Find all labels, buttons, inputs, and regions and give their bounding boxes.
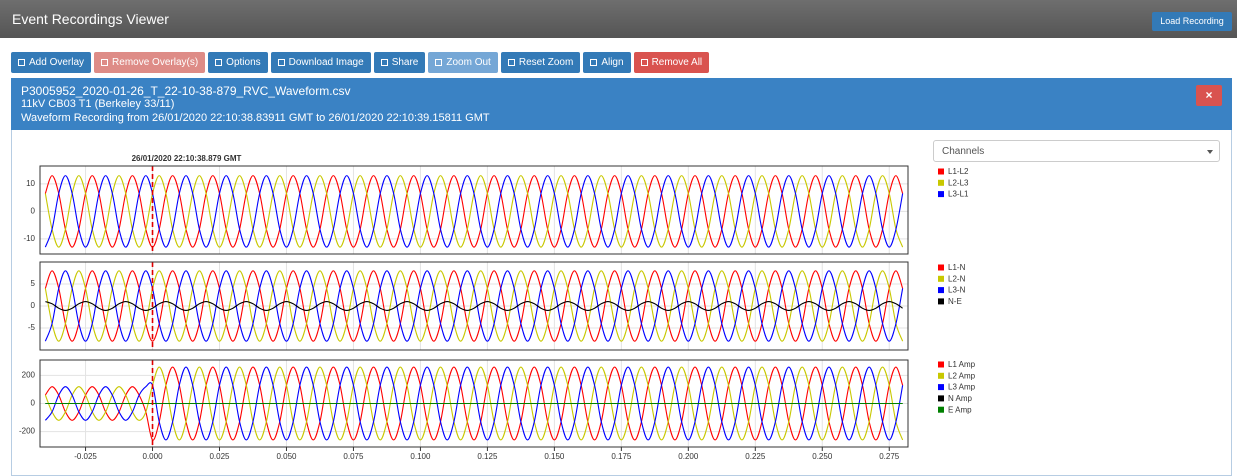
legend-label: L1-N [948,263,966,272]
app-title: Event Recordings Viewer [12,11,169,27]
x-tick-label: 0.250 [812,452,833,461]
y-tick-label: 5 [31,279,36,288]
y-tick-label: -10 [23,234,35,243]
icon [215,59,223,66]
legend-label: L2-N [948,274,966,283]
legend-swatch [938,406,944,413]
y-tick-label: 200 [22,371,36,380]
legend-label: L2 Amp [948,371,976,380]
button-label: Options [226,57,261,68]
icon [380,59,388,66]
legend-swatch [938,275,944,282]
icon [507,59,515,66]
series-line [44,175,904,248]
caret [1207,150,1213,154]
toolbar-button[interactable]: Align [583,52,631,73]
button-label: Remove All [651,57,703,68]
icon [277,59,285,66]
legend-label: E Amp [948,405,972,414]
header: Event Recordings Viewer Load Recording [0,0,1237,38]
legend-label: L1-L2 [948,167,969,176]
toolbar-button[interactable]: Reset Zoom [500,52,581,73]
x-tick-label: 0.225 [745,452,766,461]
legend-swatch [938,395,944,402]
x-tick-label: 0.275 [879,452,900,461]
close-button[interactable]: × [1196,85,1222,106]
channels-label: Channels [942,146,985,157]
button-label: Add Overlay [29,57,85,68]
legend-swatch [938,361,944,368]
plot-frame [39,261,909,351]
legend-swatch [938,191,944,198]
button-label: Align [601,57,624,68]
toolbar-button[interactable]: Remove Overlay(s) [94,52,206,73]
series-line [44,270,904,342]
x-tick-label: 0.200 [678,452,699,461]
icon [18,59,25,66]
series-line [44,366,904,441]
toolbar-button[interactable]: Options [208,52,268,73]
x-tick-label: 0.125 [477,452,498,461]
legend-swatch [938,372,944,379]
series-line [44,175,904,248]
legend-swatch [938,298,944,305]
series-line [45,301,903,311]
icon [435,59,443,66]
legend-label: L1 Amp [948,360,976,369]
recording-header: P3005952_2020-01-26_T_22-10-38-879_RVC_W… [11,78,1232,130]
legend-swatch [938,384,944,391]
legend-label: L2-L3 [948,178,969,187]
series-line [44,270,904,342]
x-tick-label: 0.050 [276,452,297,461]
y-tick-label: 0 [31,301,36,310]
toolbar-button[interactable]: Download Image [270,52,371,73]
x-tick-label: 0.150 [544,452,565,461]
legend-label: L3-L1 [948,190,969,199]
x-tick-label: 0.025 [209,452,230,461]
legend-swatch [938,168,944,175]
icon [640,59,648,66]
button-label: Remove Overlay(s) [112,57,199,68]
y-tick-label: 10 [26,179,35,188]
charts: -10 0 10 L1-L2 L2-L3 L3-L1 26/01/2020 22:10:38… [19,154,976,461]
y-tick-label: -5 [28,323,36,332]
toolbar-button[interactable]: Share [373,52,426,73]
filename: P3005952_2020-01-26_T_22-10-38-879_RVC_W… [21,84,351,98]
legend-label: L3-N [948,286,966,295]
legend-swatch [938,264,944,271]
load-recording-button[interactable]: Load Recording [1152,12,1232,31]
x-tick-label: 0.175 [611,452,632,461]
button-label: Share [391,57,419,68]
legend-swatch [938,179,944,186]
toolbar-button[interactable]: Remove All [633,52,710,73]
legend-swatch [938,287,944,294]
event-annotation: 26/01/2020 22:10:38.879 GMT [132,154,242,163]
x-tick-label: 0.075 [343,452,364,461]
button-label: Reset Zoom [518,57,574,68]
description: Waveform Recording from 26/01/2020 22:10… [21,112,490,124]
series-line [44,366,904,441]
icon [590,59,598,66]
y-tick-label: 0 [31,206,36,215]
toolbar: Add Overlay Remove Overlay(s) Options Downl… [11,52,710,73]
legend-label: L3 Amp [948,383,976,392]
plot-frame [39,359,909,448]
button-label: Zoom Out [446,57,491,68]
x-tick-label: 0.000 [143,452,164,461]
legend-label: N Amp [948,394,973,403]
icon [101,59,109,66]
x-tick-label: 0.100 [410,452,431,461]
legend-label: N-E [948,297,962,306]
feeder: 11kV CB03 T1 (Berkeley 33/11) [21,98,175,110]
y-tick-label: 0 [31,399,36,408]
plot-frame [39,165,909,255]
button-label: Download Image [288,57,364,68]
y-tick-label: -200 [19,427,36,436]
x-tick-label: -0.025 [74,452,97,461]
toolbar-button[interactable]: Add Overlay [11,52,92,73]
toolbar-button[interactable]: Zoom Out [428,52,498,73]
channels-select[interactable]: Channels [933,140,1220,162]
